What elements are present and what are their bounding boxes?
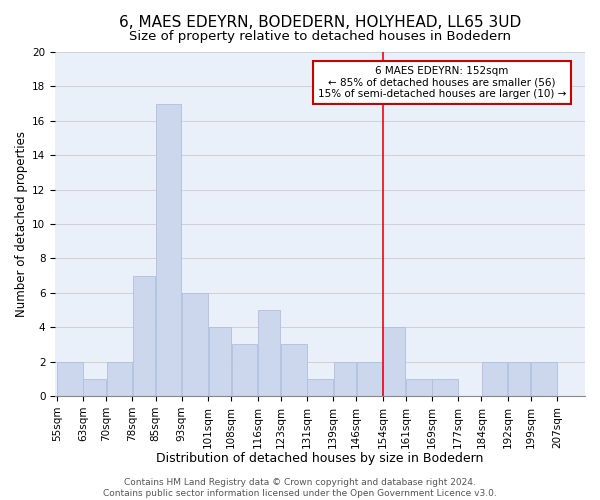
Title: 6, MAES EDEYRN, BODEDERN, HOLYHEAD, LL65 3UD: 6, MAES EDEYRN, BODEDERN, HOLYHEAD, LL65… [119,15,521,30]
Bar [156,104,181,396]
Bar [57,362,83,396]
Bar [531,362,557,396]
Bar [433,379,458,396]
Y-axis label: Number of detached properties: Number of detached properties [15,131,28,317]
Bar [258,310,280,396]
Bar [182,293,208,396]
Bar [383,327,405,396]
Bar [232,344,257,396]
Bar [209,327,231,396]
Bar [83,379,106,396]
Text: Contains HM Land Registry data © Crown copyright and database right 2024.
Contai: Contains HM Land Registry data © Crown c… [103,478,497,498]
Bar [356,362,382,396]
Bar [334,362,356,396]
Bar [307,379,333,396]
Bar [406,379,431,396]
Bar [281,344,307,396]
Text: Size of property relative to detached houses in Bodedern: Size of property relative to detached ho… [129,30,511,44]
Bar [107,362,132,396]
Bar [133,276,155,396]
Bar [482,362,507,396]
Text: 6 MAES EDEYRN: 152sqm
← 85% of detached houses are smaller (56)
15% of semi-deta: 6 MAES EDEYRN: 152sqm ← 85% of detached … [318,66,566,99]
Bar [508,362,530,396]
X-axis label: Distribution of detached houses by size in Bodedern: Distribution of detached houses by size … [157,452,484,465]
